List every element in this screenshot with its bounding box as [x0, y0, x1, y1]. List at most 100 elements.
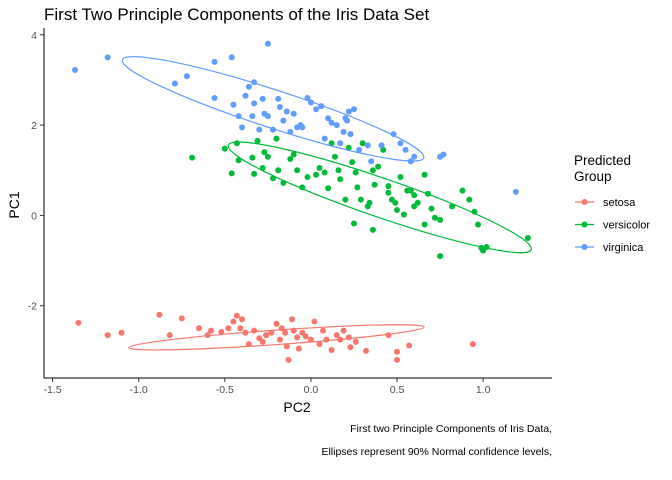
data-point-versicolor: [251, 170, 258, 177]
data-point-virginica: [264, 40, 271, 47]
data-point-virginica: [72, 67, 78, 73]
data-point-virginica: [411, 153, 418, 160]
data-point-versicolor: [328, 140, 335, 147]
data-point-setosa: [283, 343, 290, 350]
confidence-ellipse-setosa: [128, 324, 425, 351]
data-point-versicolor: [421, 171, 428, 178]
data-point-virginica: [228, 54, 235, 61]
data-point-virginica: [211, 95, 218, 101]
data-point-versicolor: [290, 151, 297, 158]
data-point-setosa: [282, 329, 289, 336]
data-point-setosa: [75, 319, 82, 326]
data-point-versicolor: [385, 183, 392, 190]
x-tick-label: 1.0: [476, 384, 491, 396]
data-point-setosa: [245, 341, 252, 348]
data-point-virginica: [356, 146, 363, 153]
plot-panel: [72, 40, 532, 363]
data-point-setosa: [230, 318, 237, 325]
data-point-setosa: [104, 332, 111, 339]
data-point-virginica: [259, 95, 266, 102]
data-point-virginica: [211, 58, 218, 65]
data-point-virginica: [344, 117, 351, 124]
legend-title: Predicted: [574, 153, 631, 168]
chart-title: First Two Principle Components of the Ir…: [44, 5, 429, 24]
data-point-setosa: [320, 327, 326, 334]
legend-key-point: [581, 199, 588, 205]
x-tick-label: -1.0: [130, 384, 148, 396]
data-point-versicolor: [275, 167, 282, 174]
data-point-versicolor: [437, 216, 444, 223]
data-point-setosa: [394, 356, 400, 363]
x-tick-label: 0.0: [304, 384, 319, 396]
data-point-setosa: [166, 332, 173, 339]
data-point-setosa: [294, 334, 301, 341]
data-point-virginica: [171, 80, 178, 87]
x-tick-label: 0.5: [390, 384, 405, 396]
data-point-setosa: [333, 332, 340, 339]
data-point-versicolor: [335, 167, 342, 174]
data-point-virginica: [104, 54, 111, 61]
data-point-virginica: [512, 188, 519, 195]
data-point-versicolor: [325, 185, 332, 192]
data-point-versicolor: [475, 221, 481, 228]
data-point-setosa: [251, 327, 258, 334]
data-point-setosa: [307, 336, 314, 343]
legend-title: Group: [574, 169, 612, 184]
data-point-setosa: [204, 332, 211, 339]
data-point-virginica: [264, 113, 271, 120]
data-point-versicolor: [359, 140, 366, 147]
data-point-versicolor: [321, 169, 328, 176]
data-point-versicolor: [249, 154, 256, 161]
data-point-virginica: [256, 126, 263, 133]
data-point-versicolor: [233, 140, 240, 147]
data-point-virginica: [364, 142, 371, 149]
x-axis: -1.5 -1.0 -0.5 0.0 0.5 1.0: [44, 378, 491, 396]
data-point-versicolor: [459, 187, 466, 194]
y-axis-title: PC1: [6, 191, 22, 218]
data-point-versicolor: [254, 137, 261, 144]
data-point-versicolor: [313, 171, 320, 178]
data-point-versicolor: [385, 189, 392, 196]
data-point-versicolor: [428, 205, 435, 212]
data-point-virginica: [325, 115, 332, 122]
y-tick-label: 0: [31, 210, 37, 222]
data-point-versicolor: [351, 220, 357, 227]
data-point-versicolor: [345, 144, 352, 151]
data-point-virginica: [345, 108, 352, 115]
legend-key-point: [581, 221, 588, 228]
data-point-virginica: [328, 119, 335, 126]
data-point-virginica: [230, 101, 237, 108]
legend-label: versicolor: [603, 220, 650, 232]
data-point-virginica: [347, 131, 354, 138]
y-axis: -2 0 2 4: [28, 30, 44, 313]
data-point-virginica: [251, 100, 258, 107]
data-point-versicolor: [421, 221, 428, 228]
data-point-versicolor: [352, 169, 359, 176]
data-point-versicolor: [189, 154, 196, 161]
data-point-setosa: [295, 345, 302, 352]
data-point-versicolor: [357, 196, 364, 203]
data-point-virginica: [333, 122, 340, 129]
data-point-virginica: [321, 135, 328, 142]
data-point-versicolor: [397, 174, 404, 180]
confidence-ellipse-virginica: [121, 56, 425, 162]
data-point-versicolor: [407, 187, 414, 194]
data-point-virginica: [275, 95, 282, 102]
y-tick-label: -2: [28, 301, 37, 313]
series-versicolor: [189, 135, 532, 260]
confidence-ellipse-versicolor: [227, 141, 532, 254]
data-point-versicolor: [304, 174, 311, 180]
y-tick-label: 4: [31, 30, 37, 42]
data-point-versicolor: [261, 149, 268, 156]
data-point-versicolor: [375, 163, 382, 170]
data-point-setosa: [289, 316, 295, 323]
data-point-virginica: [283, 108, 290, 115]
data-point-versicolor: [264, 153, 271, 160]
data-point-versicolor: [431, 214, 438, 221]
data-point-virginica: [280, 117, 287, 124]
data-point-virginica: [397, 140, 404, 147]
data-point-versicolor: [400, 211, 407, 218]
data-point-virginica: [249, 113, 256, 120]
